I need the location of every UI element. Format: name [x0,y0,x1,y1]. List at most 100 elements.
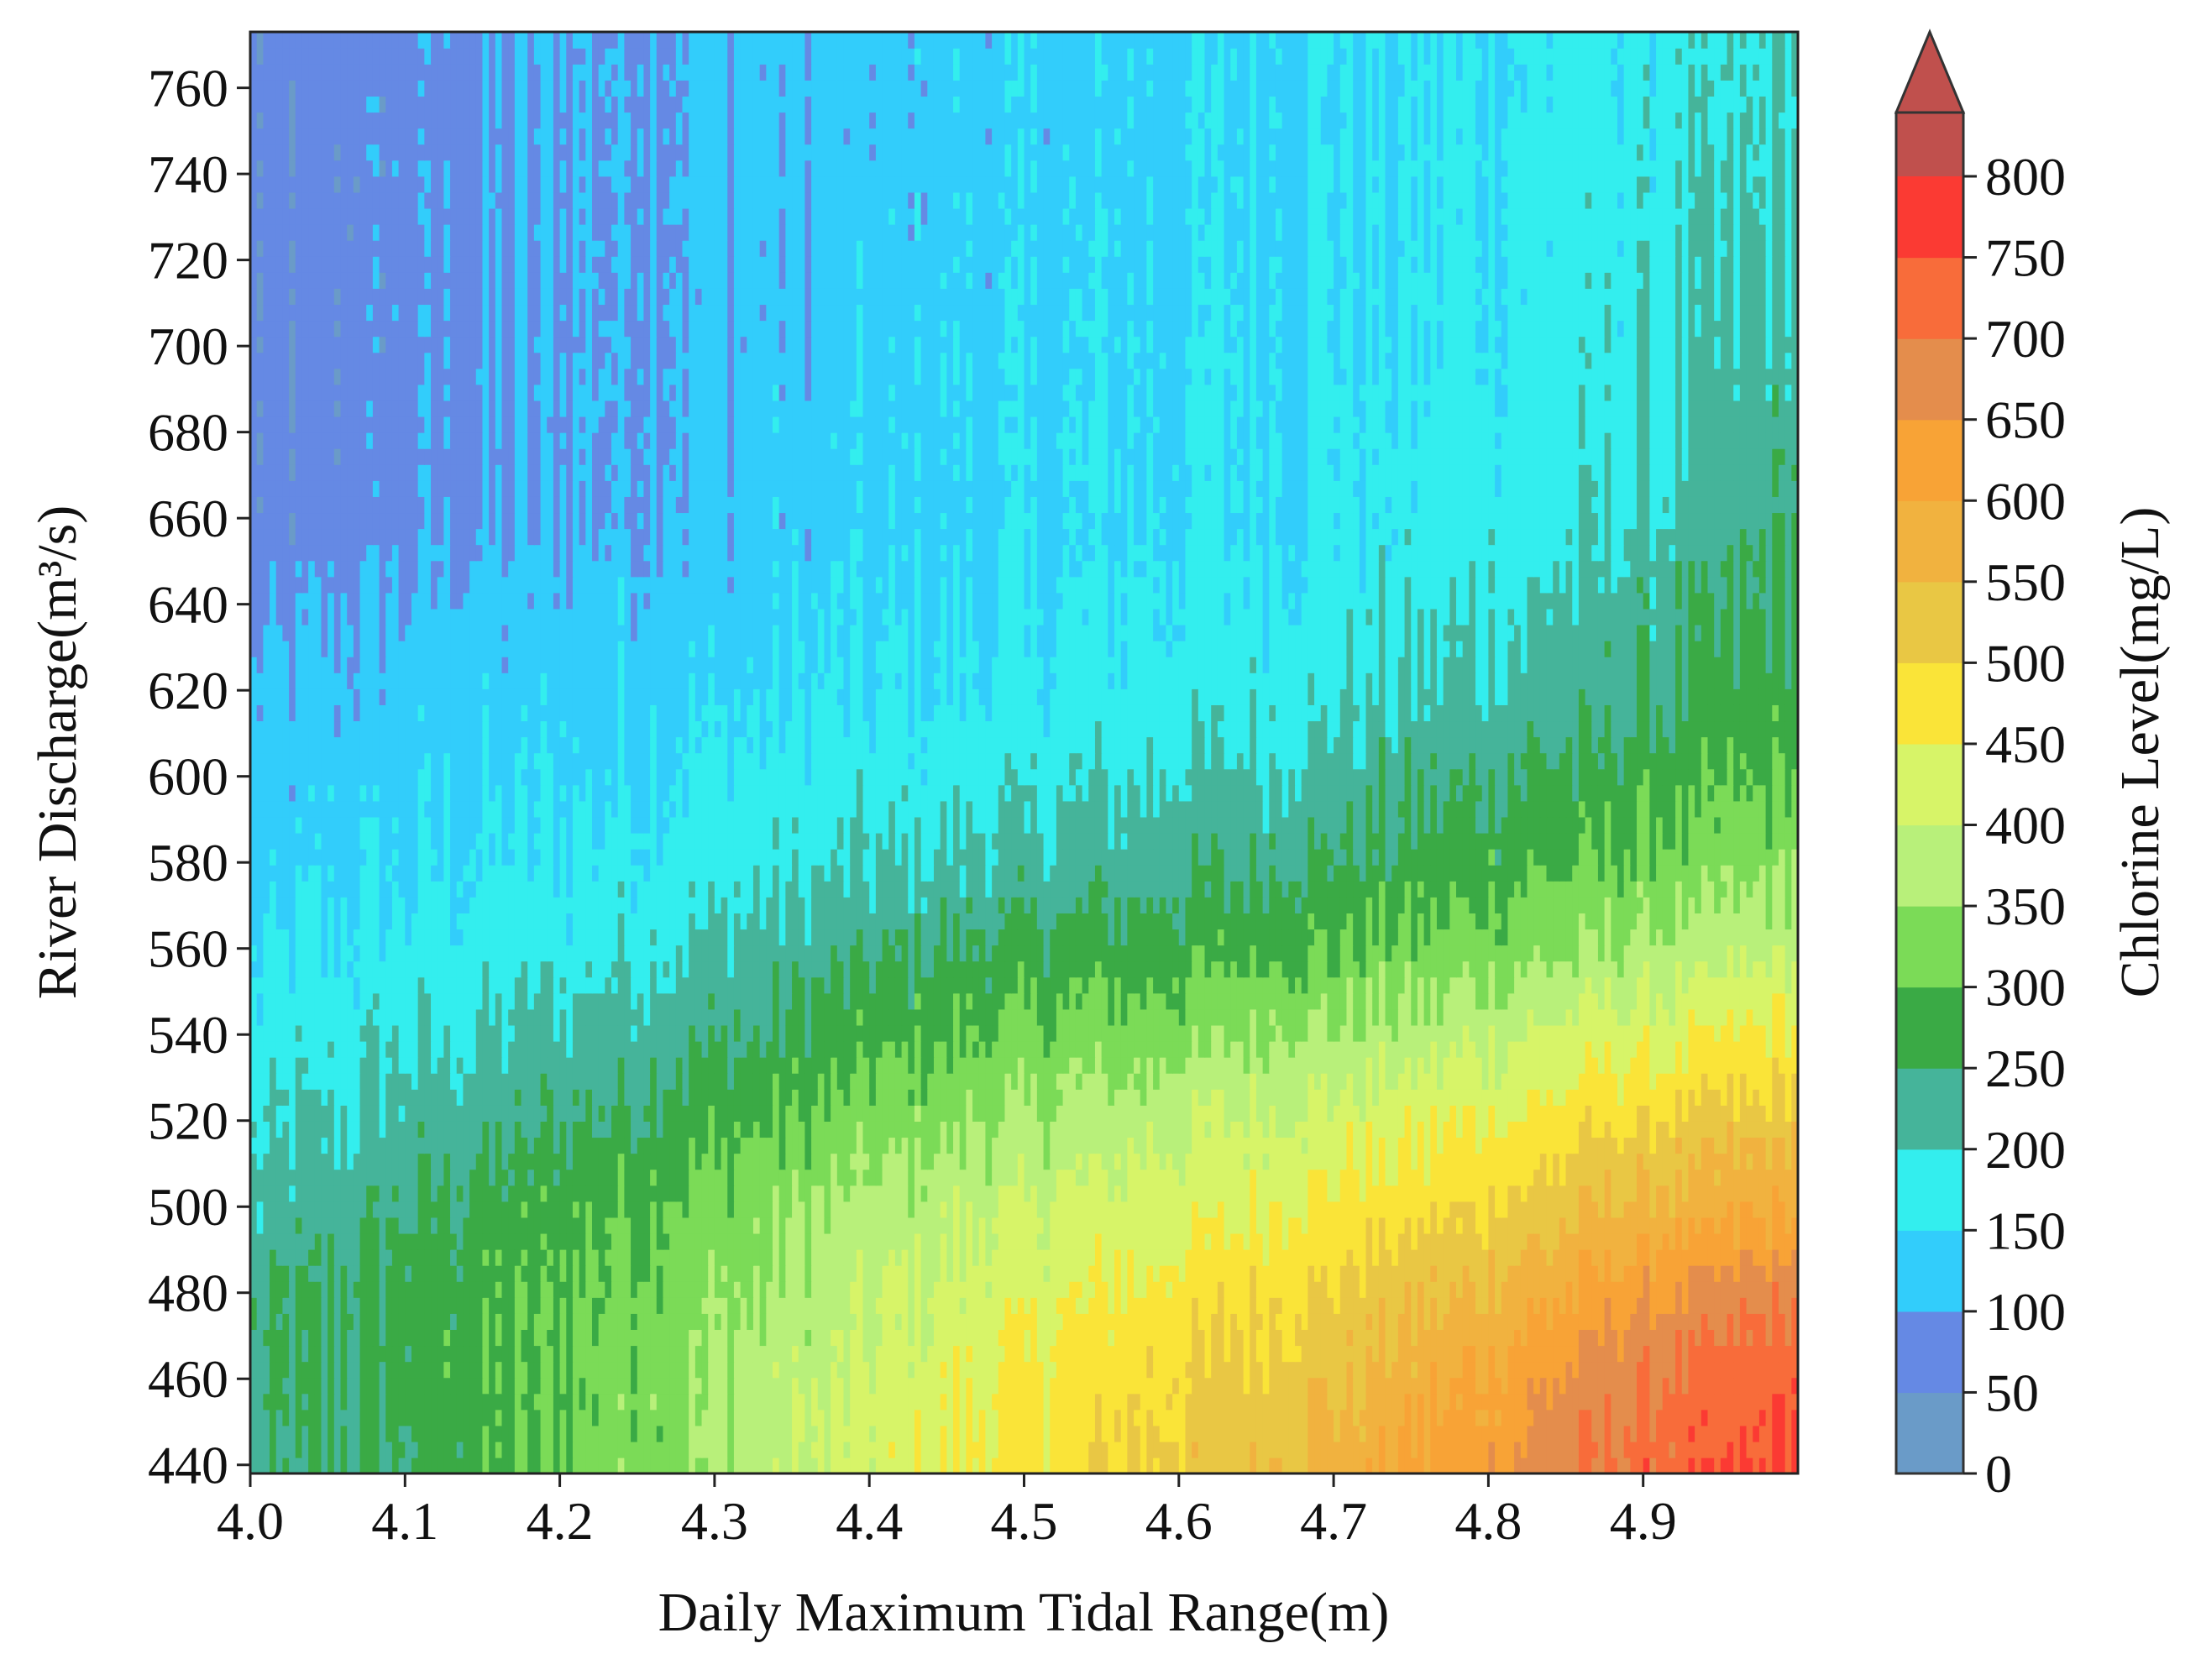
heatmap-cell [553,1329,561,1347]
heatmap-cell [940,1313,948,1330]
heatmap-cell [1675,1169,1683,1186]
heatmap-cell [1307,1264,1315,1282]
heatmap-cell [869,1137,877,1154]
heatmap-cell [888,1201,896,1218]
heatmap-cell [256,1297,265,1314]
heatmap-cell [1017,1425,1025,1442]
heatmap-cell [920,1377,929,1395]
heatmap-cell [1758,1345,1767,1363]
heatmap-cell [985,1169,993,1186]
heatmap-cell [1378,1233,1386,1250]
heatmap-cell [353,1201,361,1218]
heatmap-cell [372,1361,380,1379]
heatmap-cell [824,1297,831,1314]
heatmap-cell [611,1185,619,1202]
heatmap-cell [508,1329,516,1347]
heatmap-cell [869,1153,877,1170]
heatmap-cell [321,1217,328,1234]
heatmap-cell [301,1457,309,1473]
heatmap-cell [1617,1409,1625,1426]
heatmap-cell [1114,1345,1122,1363]
heatmap-cell [740,1248,747,1266]
heatmap-cell [585,1393,593,1410]
heatmap-cell [1153,1425,1161,1442]
heatmap-cell [920,1185,929,1202]
heatmap-cell [901,1185,909,1202]
heatmap-cell [1178,1441,1187,1458]
heatmap-cell [1153,1441,1161,1458]
heatmap-cell [752,1409,761,1426]
heatmap-cell [831,1313,838,1330]
heatmap-cell [740,1345,747,1363]
heatmap-cell [1637,1201,1644,1218]
heatmap-cell [785,1281,793,1298]
heatmap-cell [1024,1169,1031,1186]
heatmap-cell [824,1233,831,1250]
heatmap-cell [721,1345,728,1363]
heatmap-cell [328,1393,335,1410]
heatmap-cell [508,1313,516,1330]
heatmap-cell [1217,1185,1225,1202]
heatmap-cell [1765,1377,1773,1395]
heatmap-cell [1114,1185,1122,1202]
heatmap-cell [1507,1393,1515,1410]
heatmap-cell [540,1297,548,1314]
heatmap-cell [489,1264,496,1282]
heatmap-cell [1159,1264,1167,1282]
heatmap-cell [1681,1233,1690,1250]
heatmap-cell [598,1313,606,1330]
heatmap-cell [475,1313,484,1330]
heatmap-cell [1572,1264,1580,1282]
heatmap-cell [1250,1281,1257,1298]
heatmap-cell [643,1409,651,1426]
heatmap-cell [1753,1281,1760,1298]
heatmap-cell [843,1153,851,1170]
heatmap-cell [778,1233,787,1250]
heatmap-cell [856,1377,864,1395]
heatmap-cell [353,1409,361,1426]
heatmap-cell [1488,1345,1496,1363]
heatmap-cell [959,1361,967,1379]
heatmap-cell [1765,1297,1773,1314]
heatmap-cell [1120,1313,1129,1330]
heatmap-cell [727,1393,735,1410]
heatmap-cell [1411,1409,1418,1426]
heatmap-cell [1262,1233,1271,1250]
heatmap-cell [359,1441,367,1458]
heatmap-cell [605,1264,612,1282]
heatmap-cell [1714,1377,1721,1395]
heatmap-cell [1417,1409,1425,1426]
heatmap-cell [475,1345,484,1363]
heatmap-cell [1082,1425,1089,1442]
heatmap-cell [1262,1217,1271,1234]
heatmap-cell [579,1281,587,1298]
heatmap-cell [836,1457,845,1473]
heatmap-cell [417,1329,426,1347]
heatmap-cell [1185,1345,1192,1363]
heatmap-cell [1662,1185,1670,1202]
heatmap-cell [992,1233,999,1250]
heatmap-cell [1243,1233,1250,1250]
heatmap-cell [1443,1441,1451,1458]
heatmap-cell [456,1297,464,1314]
heatmap-cell [752,1264,761,1282]
heatmap-cell [778,1137,787,1154]
heatmap-cell [347,1264,354,1282]
heatmap-cell [1243,1281,1250,1298]
heatmap-cell [1475,1264,1483,1282]
heatmap-cell [1527,1313,1534,1330]
heatmap-cell [1784,1313,1793,1330]
heatmap-cell [450,1153,458,1170]
heatmap-cell [747,1377,754,1395]
heatmap-cell [1088,1297,1096,1314]
heatmap-cell [875,1409,883,1426]
heatmap-cell [328,1248,335,1266]
heatmap-cell [843,1264,851,1282]
heatmap-cell [798,1297,806,1314]
heatmap-cell [1436,1425,1444,1442]
heatmap-cell [1224,1153,1231,1170]
heatmap-cell [778,1297,787,1314]
heatmap-cell [978,1169,987,1186]
heatmap-cell [314,1217,322,1234]
heatmap-cell [592,1169,600,1186]
